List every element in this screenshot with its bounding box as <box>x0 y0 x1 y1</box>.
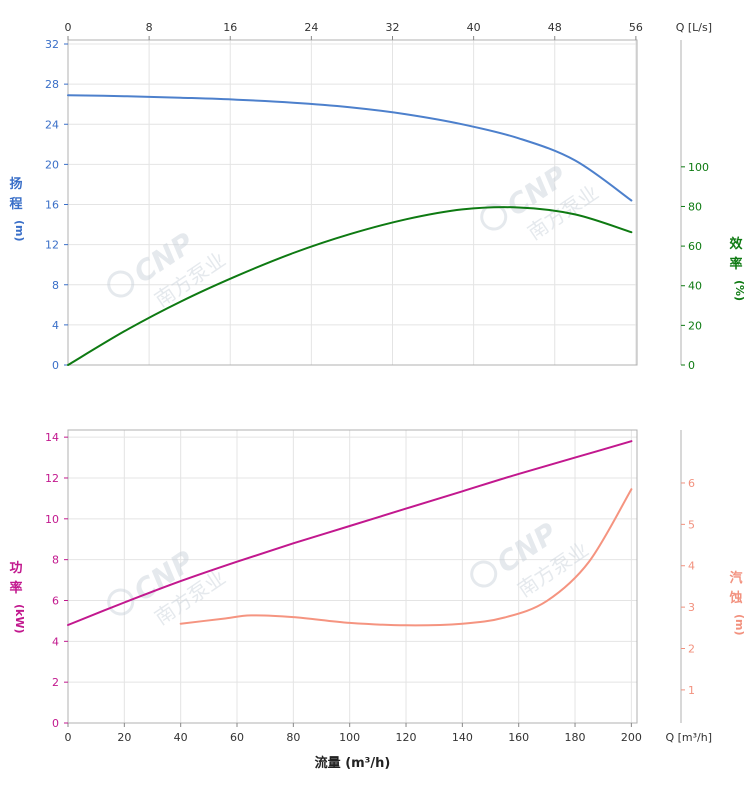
bottom-axis-tick-label: 0 <box>65 731 72 744</box>
top-axis-tick-label: 0 <box>65 21 72 34</box>
right-axis-title: 效 <box>729 236 743 252</box>
bottom-axis-tick-label: 60 <box>230 731 244 744</box>
right-axis-tick-label: 5 <box>688 518 695 531</box>
left-axis-tick-label: 8 <box>52 554 59 567</box>
top-axis-tick-label: 16 <box>223 21 237 34</box>
left-axis-tick-label: 24 <box>45 118 59 131</box>
bottom-axis-unit-label: Q [m³/h] <box>665 731 712 744</box>
right-axis-unit: (m) <box>733 614 746 636</box>
top-axis-tick-label: 24 <box>304 21 318 34</box>
bottom-axis-tick-label: 20 <box>117 731 131 744</box>
left-axis-tick-label: 12 <box>45 472 59 485</box>
bottom-axis-tick-label: 160 <box>508 731 529 744</box>
right-axis-tick-label: 0 <box>688 359 695 372</box>
left-axis-tick-label: 4 <box>52 319 59 332</box>
left-axis-tick-label: 6 <box>52 594 59 607</box>
watermark-logo-icon <box>107 270 135 298</box>
left-axis-unit: (kW) <box>13 604 26 634</box>
left-axis-title: 程 <box>9 197 22 212</box>
left-axis-tick-label: 28 <box>45 78 59 91</box>
top-axis-tick-label: 56 <box>629 21 643 34</box>
left-axis-unit: (m) <box>13 220 26 242</box>
right-axis-tick-label: 6 <box>688 477 695 490</box>
left-axis-tick-label: 8 <box>52 279 59 292</box>
left-axis-title: 率 <box>9 580 22 596</box>
top-axis-unit-label: Q [L/s] <box>676 21 712 34</box>
efficiency-curve <box>67 206 633 366</box>
head-curve <box>67 94 633 202</box>
power-curve <box>67 440 633 626</box>
right-axis-tick-label: 80 <box>688 200 702 213</box>
bottom-axis-tick-label: 200 <box>621 731 642 744</box>
right-axis-tick-label: 100 <box>688 161 709 174</box>
right-axis-unit: (%) <box>733 280 746 301</box>
right-axis-title: 汽 <box>729 570 742 586</box>
left-axis-tick-label: 0 <box>52 359 59 372</box>
npsh-curve <box>179 488 633 627</box>
left-axis-tick-label: 12 <box>45 239 59 252</box>
plot-border <box>67 39 638 366</box>
right-axis-tick-label: 60 <box>688 240 702 253</box>
bottom-axis-tick-label: 180 <box>565 731 586 744</box>
left-axis-tick-label: 4 <box>52 635 59 648</box>
top-axis-tick-label: 40 <box>467 21 481 34</box>
bottom-axis-tick-label: 120 <box>396 731 417 744</box>
right-axis-tick-label: 2 <box>688 643 695 656</box>
left-axis-tick-label: 16 <box>45 199 59 212</box>
left-axis-tick-label: 0 <box>52 717 59 730</box>
top-axis-tick-label: 8 <box>146 21 153 34</box>
left-axis-tick-label: 14 <box>45 431 59 444</box>
left-axis-tick-label: 10 <box>45 513 59 526</box>
watermark-logo-icon <box>470 560 498 588</box>
x-axis-title: 流量 (m³/h) <box>314 756 391 771</box>
bottom-axis-tick-label: 80 <box>286 731 300 744</box>
left-axis-title: 功 <box>9 561 22 576</box>
bottom-axis-tick-label: 100 <box>339 731 360 744</box>
left-axis-tick-label: 32 <box>45 38 59 51</box>
left-axis-tick-label: 2 <box>52 676 59 689</box>
top-axis-tick-label: 48 <box>548 21 562 34</box>
left-axis-title: 扬 <box>9 176 22 192</box>
right-axis-title: 率 <box>729 256 742 272</box>
left-axis-tick-label: 20 <box>45 158 59 171</box>
top-axis-tick-label: 32 <box>385 21 399 34</box>
right-axis-tick-label: 40 <box>688 280 702 293</box>
right-axis-tick-label: 20 <box>688 319 702 332</box>
right-axis-title: 蚀 <box>728 590 742 606</box>
right-axis-tick-label: 1 <box>688 684 695 697</box>
bottom-axis-tick-label: 40 <box>174 731 188 744</box>
right-axis-tick-label: 4 <box>688 560 695 573</box>
bottom-axis-tick-label: 140 <box>452 731 473 744</box>
right-axis-tick-label: 3 <box>688 601 695 614</box>
plot-border <box>67 429 638 724</box>
